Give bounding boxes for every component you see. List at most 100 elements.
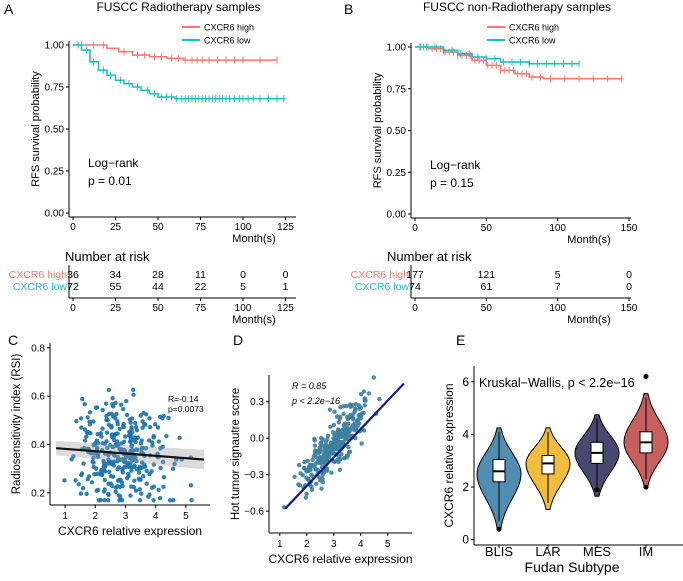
risk-count: 28	[152, 269, 164, 281]
x-tick-label-mes: MES	[583, 544, 612, 559]
scatter-point	[87, 410, 93, 415]
scatter-point	[79, 425, 84, 430]
scatter-point	[76, 482, 82, 487]
scatter-point	[304, 491, 309, 496]
x-tick-label: 2	[304, 539, 310, 550]
legend-label-low: CXCR6 low	[204, 36, 251, 46]
scatter-point	[138, 413, 143, 418]
y-tick-label: 0.50	[387, 126, 407, 137]
scatter-point	[139, 491, 144, 496]
scatter-point	[341, 411, 346, 417]
x-tick-label: 0	[412, 223, 418, 234]
scatter-point	[143, 412, 149, 417]
logrank-label: Log−rank	[430, 158, 481, 172]
scatter-point	[296, 482, 301, 487]
scatter-point	[139, 465, 144, 470]
scatter-point	[347, 449, 353, 454]
y-tick-label: 0.75	[387, 84, 407, 95]
scatter-point	[137, 487, 143, 492]
risk-x-tick-label: 125	[277, 303, 294, 314]
y-axis-label: RFS survival probability	[30, 71, 42, 187]
risk-count: 0	[626, 281, 632, 293]
scatter-point	[158, 446, 163, 451]
panel-e-violin-subtype: 0 2 4 6 Kruskal−Wallis, p < 2.2e−16 CXCR6 rel…	[442, 366, 683, 575]
scatter-point	[115, 419, 120, 424]
scatter-point	[170, 466, 176, 472]
scatter-point	[100, 426, 105, 431]
scatter-point	[106, 387, 112, 393]
outlier-point	[496, 526, 502, 532]
risk-table-title: Number at risk	[387, 249, 472, 264]
risk-count: 0	[283, 269, 289, 281]
scatter-point	[103, 401, 109, 406]
scatter-point	[123, 434, 128, 439]
scatter-point	[85, 477, 90, 482]
scatter-point	[342, 455, 347, 461]
y-tick-label: 4	[462, 427, 469, 441]
x-axis-label: Month(s)	[232, 233, 275, 245]
scatter-point	[142, 464, 148, 469]
scatter-point	[98, 431, 103, 436]
x-tick-label-lar: LAR	[535, 544, 560, 559]
x-tick-label: 125	[277, 222, 294, 233]
scatter-point	[120, 406, 126, 412]
y-tick-label: 0.00	[387, 210, 407, 221]
scatter-point	[161, 474, 167, 480]
risk-x-axis-label: Month(s)	[232, 314, 275, 326]
confidence-band	[56, 440, 204, 470]
scatter-point	[353, 407, 358, 412]
risk-x-tick-label: 150	[621, 303, 638, 314]
risk-x-tick-label: 75	[195, 303, 207, 314]
scatter-point	[331, 422, 337, 428]
risk-count: 36	[67, 269, 79, 281]
scatter-point	[93, 405, 99, 411]
scatter-point	[124, 412, 130, 418]
scatter-point	[361, 410, 366, 415]
scatter-point	[101, 463, 107, 469]
scatter-point	[81, 461, 86, 466]
scatter-point	[346, 421, 351, 426]
scatter-point	[143, 422, 148, 427]
risk-count: 177	[406, 269, 424, 281]
scatter-point	[131, 448, 136, 453]
scatter-point	[354, 418, 360, 423]
scatter-point	[90, 459, 95, 465]
scatter-point	[308, 467, 313, 473]
x-axis-label: CXCR6 relative expression	[268, 552, 412, 566]
scatter-point	[341, 422, 346, 428]
scatter-point	[161, 413, 166, 419]
scatter-point	[353, 401, 358, 407]
chart-title: FUSCC Radiotherapy samples	[96, 0, 260, 14]
scatter-point	[341, 431, 347, 436]
risk-count: 0	[240, 269, 246, 281]
scatter-point	[104, 417, 109, 423]
outlier-point	[643, 484, 649, 490]
y-tick-label: −0.6	[244, 507, 264, 518]
scatter-point	[336, 444, 341, 450]
scatter-point	[122, 447, 127, 453]
scatter-point	[147, 438, 152, 443]
x-axis-label: Month(s)	[567, 234, 610, 246]
scatter-point	[312, 443, 318, 448]
scatter-point	[139, 449, 144, 455]
scatter-point	[359, 441, 364, 446]
legend-label-high: CXCR6 high	[509, 23, 559, 33]
scatter-point	[164, 433, 169, 439]
scatter-point	[80, 396, 85, 402]
scatter-point	[116, 465, 122, 470]
scatter-point	[100, 407, 105, 413]
scatter-point	[111, 437, 117, 443]
y-tick-label: 0.6	[31, 392, 45, 403]
risk-count: 1	[283, 281, 289, 293]
risk-count: 5	[555, 269, 561, 281]
scatter-point	[317, 454, 323, 460]
scatter-point	[330, 429, 336, 435]
scatter-point	[114, 411, 119, 417]
scatter-point	[317, 446, 322, 451]
scatter-point	[310, 457, 315, 463]
scatter-point	[333, 438, 339, 443]
panel-a-km-radiotherapy: FUSCC Radiotherapy samples 0.00 0.25 0.50 0.…	[9, 0, 296, 326]
y-tick-label: 0	[462, 533, 469, 547]
risk-x-tick-label: 50	[481, 303, 493, 314]
x-tick-label: 150	[621, 223, 638, 234]
